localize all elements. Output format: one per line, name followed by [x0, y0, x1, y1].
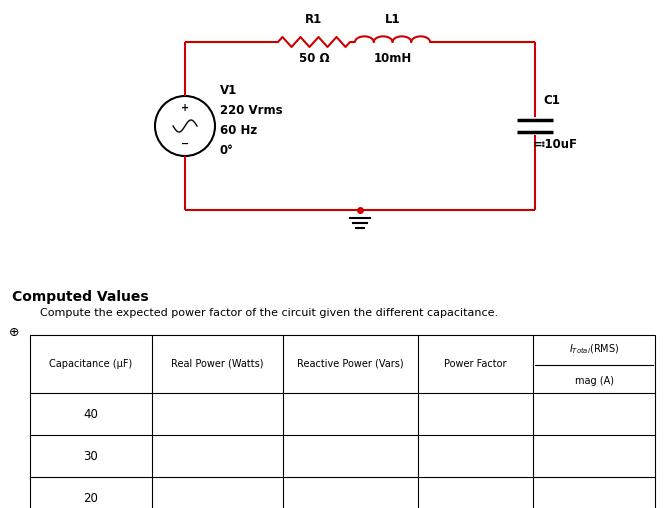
Text: −: −	[181, 139, 189, 149]
Text: Real Power (Watts): Real Power (Watts)	[171, 359, 263, 369]
Text: Computed Values: Computed Values	[12, 290, 149, 304]
Text: R1: R1	[305, 13, 323, 26]
Text: 40: 40	[83, 407, 98, 421]
Text: +: +	[181, 103, 189, 113]
Text: $I_{Total}$(RMS): $I_{Total}$(RMS)	[569, 342, 620, 356]
Text: Compute the expected power factor of the circuit given the different capacitance: Compute the expected power factor of the…	[40, 308, 498, 318]
Text: Reactive Power (Vars): Reactive Power (Vars)	[297, 359, 404, 369]
Text: 20: 20	[83, 492, 98, 504]
Bar	[30, 335, 655, 508]
Text: 10mH: 10mH	[374, 52, 412, 65]
Text: 50 Ω: 50 Ω	[298, 52, 329, 65]
Text: V1: V1	[220, 84, 237, 98]
Text: Power Factor: Power Factor	[444, 359, 507, 369]
Text: L1: L1	[384, 13, 401, 26]
Text: ≕10uF: ≕10uF	[533, 138, 578, 150]
Text: Capacitance (μF): Capacitance (μF)	[49, 359, 132, 369]
Text: ⊕: ⊕	[9, 326, 19, 339]
Text: 30: 30	[83, 450, 98, 462]
Text: 220 Vrms: 220 Vrms	[220, 105, 283, 117]
Text: mag (A): mag (A)	[575, 376, 614, 386]
Text: 60 Hz: 60 Hz	[220, 124, 257, 138]
Text: C1: C1	[543, 94, 560, 108]
Text: 0°: 0°	[220, 144, 234, 157]
